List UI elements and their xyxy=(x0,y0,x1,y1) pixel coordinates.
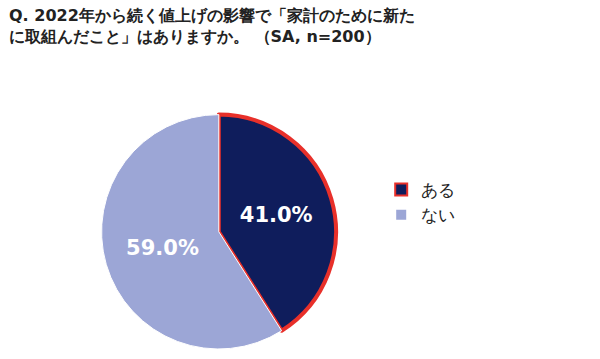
svg-text:41.0%: 41.0% xyxy=(240,203,313,227)
svg-text:ない: ない xyxy=(421,205,455,225)
svg-text:Q. 2022年から続く値上げの影響で「家計のために新たに取: Q. 2022年から続く値上げの影響で「家計のために新たに取組んだこと」はありま… xyxy=(9,6,415,46)
svg-text:ある: ある xyxy=(421,180,455,200)
svg-text:59.0%: 59.0% xyxy=(126,236,199,260)
